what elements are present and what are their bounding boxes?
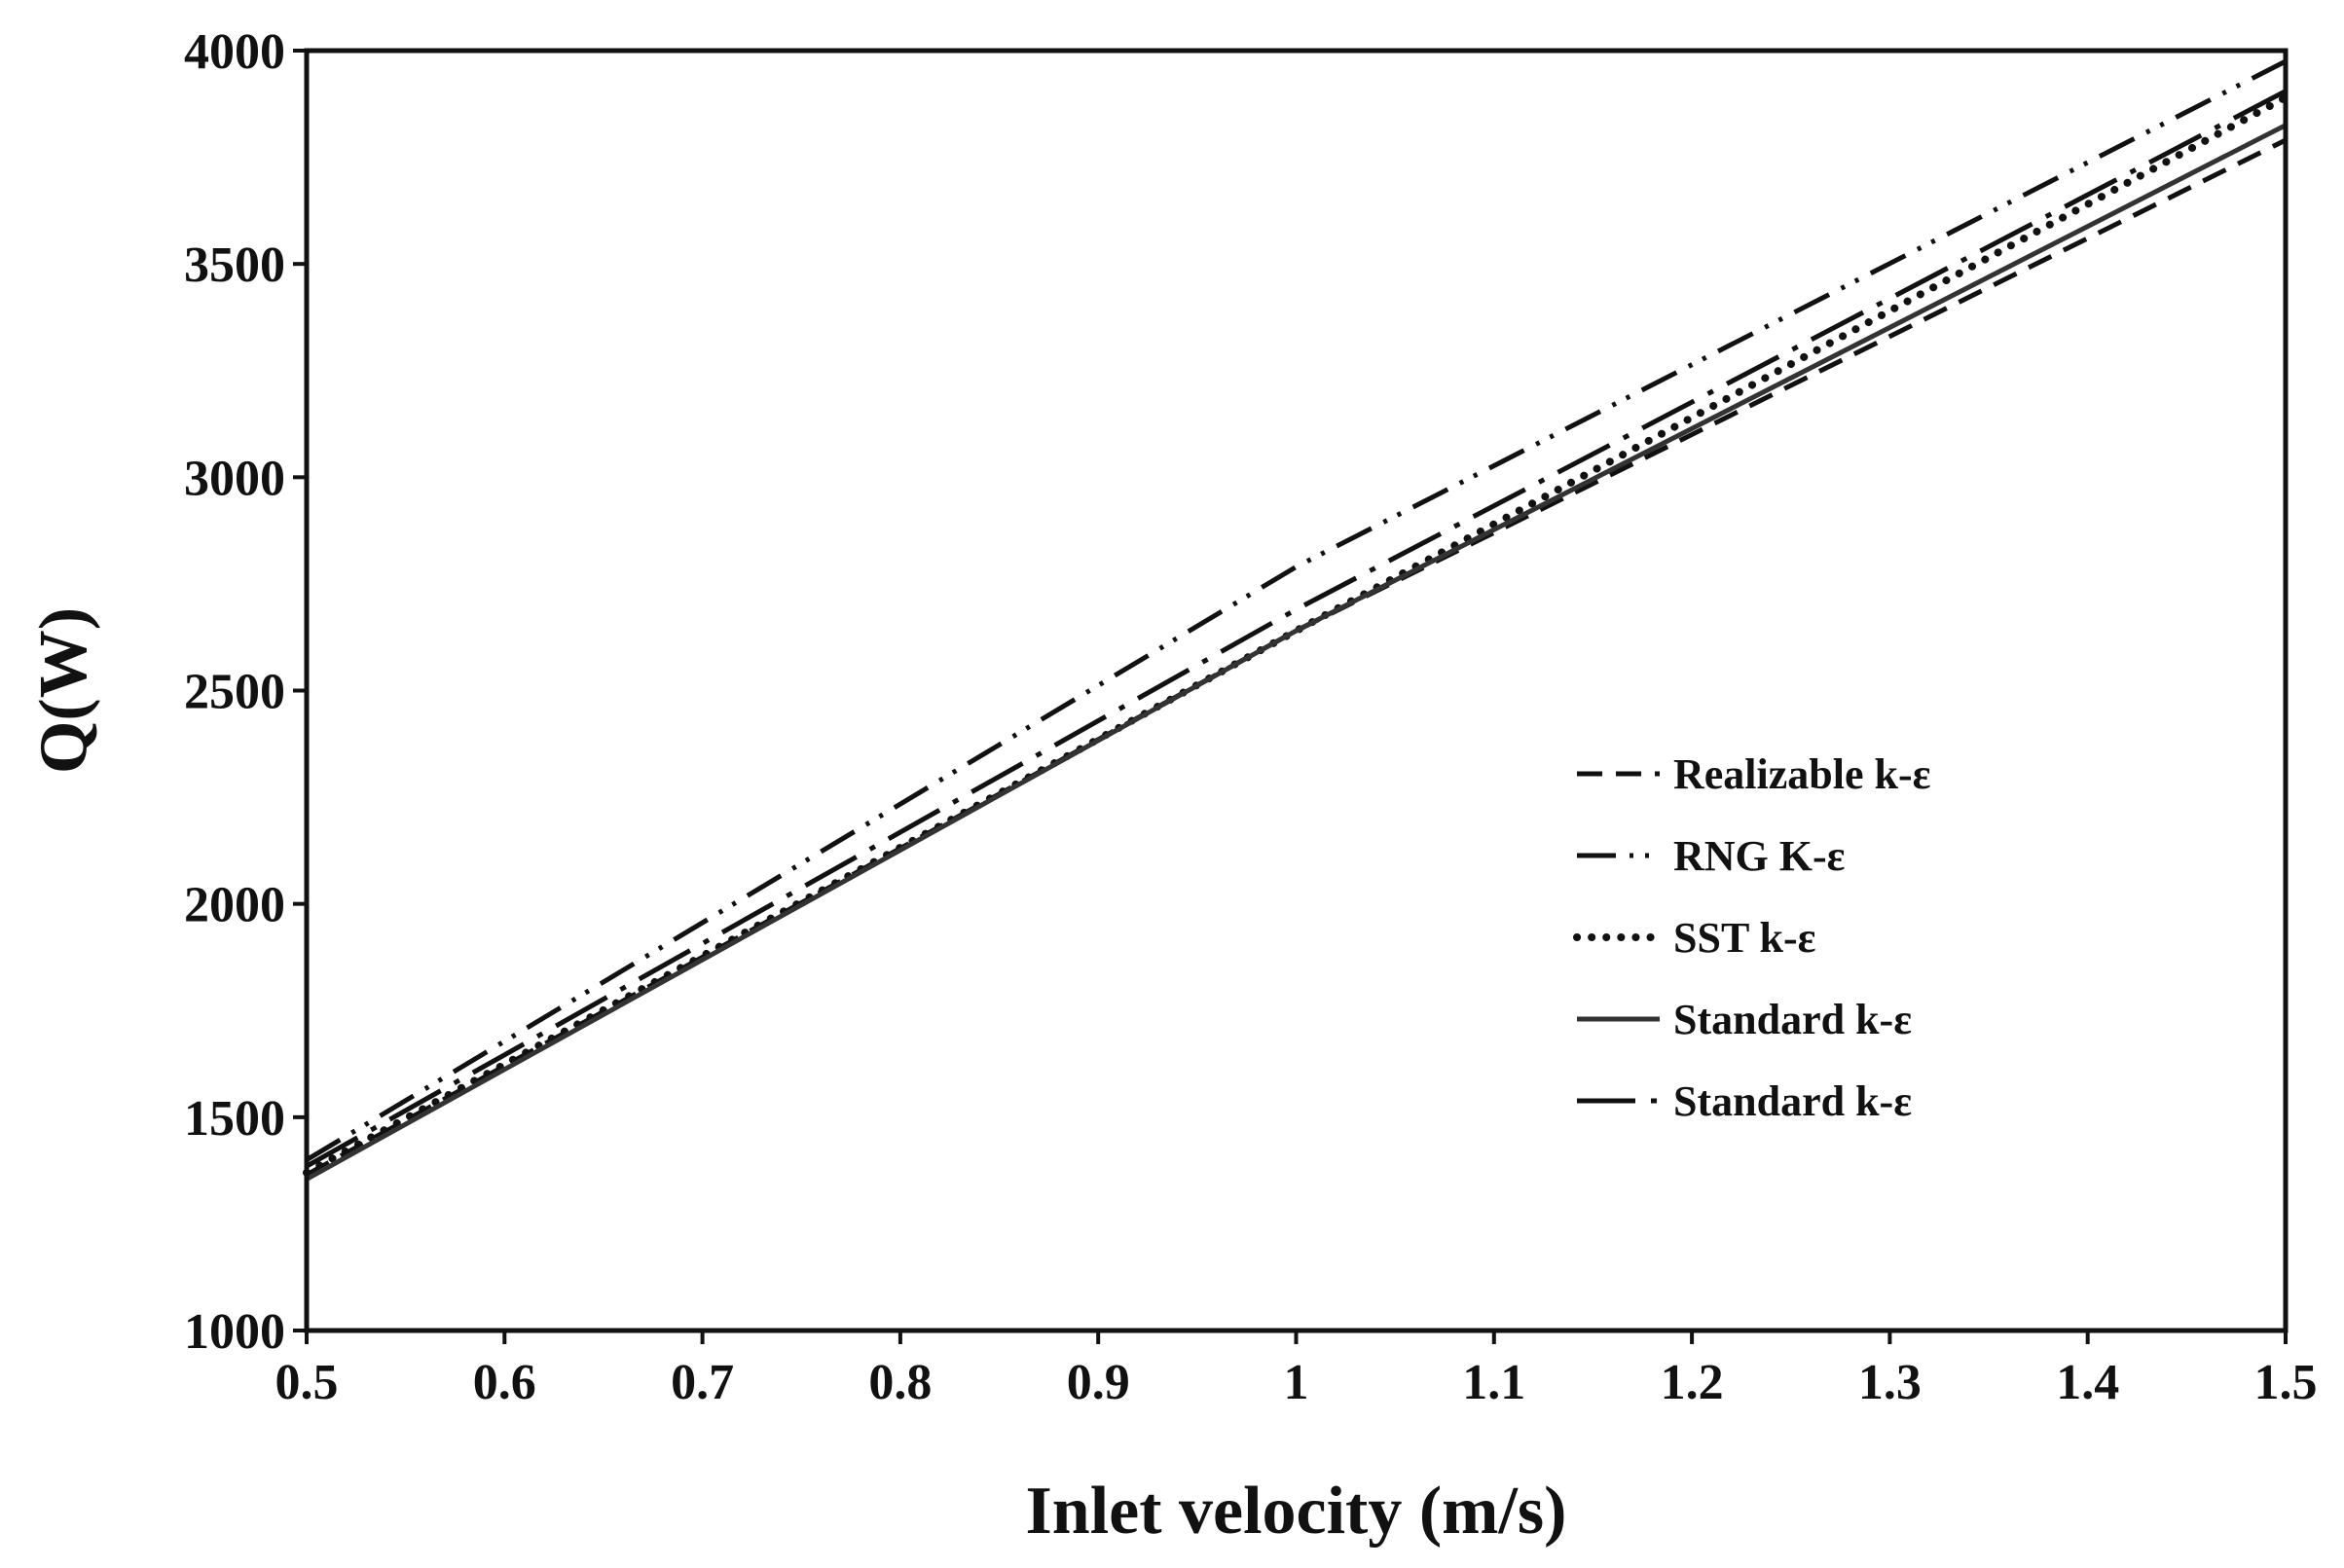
series-line-1 (305, 137, 2288, 1178)
plot-area-frame (304, 48, 2289, 1333)
y-tick-label: 2500 (184, 665, 285, 720)
y-tick-label: 1000 (184, 1304, 285, 1360)
series-line-4 (305, 123, 2288, 1182)
legend: Realizable k-ε RNG K-ε SST k-ε Standard k-ε… (1573, 750, 1930, 1125)
x-tick-label: 1.1 (1462, 1355, 1525, 1410)
series-line-3 (303, 93, 2289, 1177)
y-tick-label: 3500 (184, 237, 285, 293)
x-tick-label: 0.6 (473, 1355, 536, 1410)
legend-label-1: Realizable k-ε (1673, 750, 1930, 798)
legend-label-4: Standard k-ε (1673, 996, 1912, 1043)
legend-label-2: RNG K-ε (1673, 832, 1845, 880)
legend-label-5: Standard k-ε (1673, 1077, 1912, 1125)
ticks-layer: 0.5 0.6 0.7 0.8 0.9 1 1.1 1.2 1.3 1.4 1.5 1000 1500 2… (184, 24, 2318, 1410)
y-tick-label: 2000 (184, 878, 285, 933)
legend-label-3: SST k-ε (1673, 914, 1815, 962)
x-tick-label: 0.8 (868, 1355, 932, 1410)
series-line-2 (305, 58, 2288, 1162)
x-tick-label: 1.5 (2254, 1355, 2318, 1410)
x-tick-label: 0.7 (671, 1355, 734, 1410)
x-tick-label: 1.4 (2056, 1355, 2119, 1410)
y-tick-label: 3000 (184, 451, 285, 506)
series-layer (303, 58, 2289, 1182)
x-tick-label: 0.5 (275, 1355, 339, 1410)
y-axis-title: Q(W) (26, 607, 101, 774)
y-tick-label: 4000 (184, 24, 285, 80)
x-tick-label: 1.3 (1858, 1355, 1922, 1410)
x-axis-title: Inlet velocity (m/s) (1026, 1474, 1567, 1549)
x-tick-label: 1 (1284, 1355, 1309, 1410)
x-tick-label: 0.9 (1067, 1355, 1130, 1410)
x-tick-label: 1.2 (1661, 1355, 1724, 1410)
y-tick-label: 1500 (184, 1091, 285, 1147)
